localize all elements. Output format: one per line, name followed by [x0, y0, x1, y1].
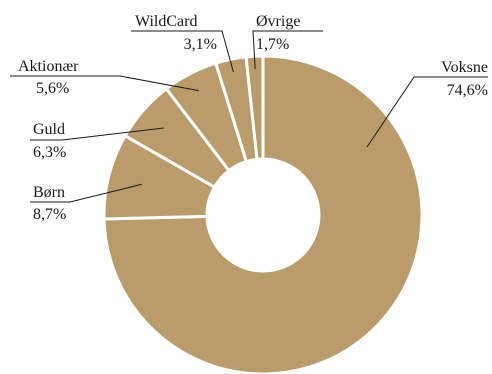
label-guld-value: 6,3%: [33, 144, 66, 161]
leader-aktionaer: [10, 75, 199, 92]
label-aktionaer-value: 5,6%: [36, 80, 69, 97]
label-wildcard-value: 3,1%: [184, 36, 217, 53]
leader-born: [30, 183, 142, 203]
slices: [102, 54, 424, 374]
slice-ovrige: [244, 54, 265, 161]
label-wildcard-name: WildCard: [135, 13, 197, 30]
label-voksne-name: Voksne: [441, 59, 488, 76]
label-born-value: 8,7%: [33, 206, 66, 223]
label-guld-name: Guld: [33, 121, 65, 138]
label-born-name: Børn: [33, 184, 65, 201]
leader-ovrige: [252, 30, 323, 70]
leader-wildcard: [131, 30, 234, 73]
label-ovrige-name: Øvrige: [256, 13, 300, 30]
leader-voksne: [366, 76, 488, 148]
leader-lines: [10, 30, 488, 203]
label-voksne-value: 74,6%: [447, 82, 488, 99]
leader-guld: [30, 127, 164, 141]
label-aktionaer-name: Aktionær: [18, 58, 79, 75]
slice-voksne: [102, 54, 424, 374]
label-ovrige-value: 1,7%: [256, 36, 289, 53]
